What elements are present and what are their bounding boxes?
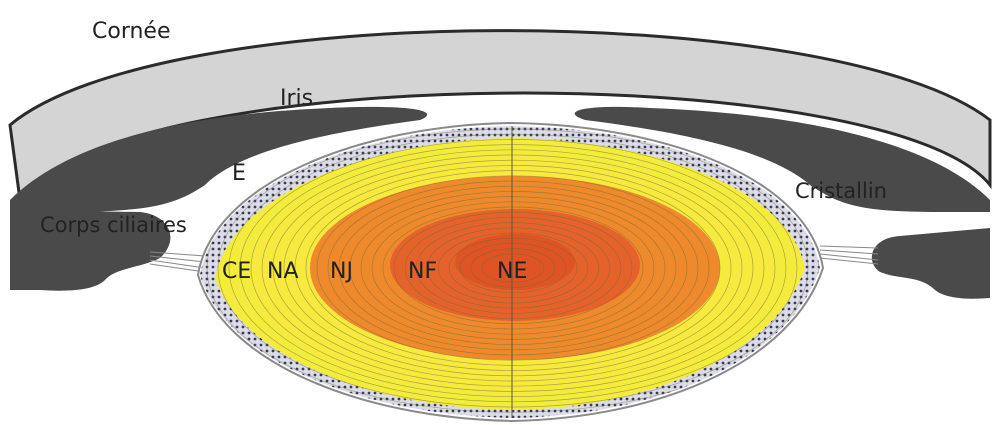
iris-right [574, 106, 990, 212]
label-cortex: CE [222, 259, 251, 284]
lens-fiber-ring [360, 196, 666, 340]
lens-fiber-ring [217, 128, 809, 408]
label-juvenile-nucleus: NJ [330, 259, 353, 284]
lens-fiber-ring [250, 144, 776, 392]
lens-fiber-ring [261, 149, 765, 387]
lens-fiber-ring [437, 232, 589, 304]
lens-fiber-ring [228, 133, 798, 403]
label-lens: Cristallin [795, 179, 887, 203]
lens-fiber-ring [470, 248, 556, 288]
ciliary-body-left [10, 210, 206, 291]
lens-fiber-ring [448, 237, 578, 299]
label-epithelium: E [232, 161, 246, 186]
ciliary-body-right [819, 228, 990, 299]
lens-fiber-ring [239, 139, 787, 397]
lens-fiber-ring [382, 206, 644, 330]
lens-fibers [206, 126, 820, 413]
lens-fiber-ring [283, 159, 743, 377]
lens-fiber-ring [393, 211, 633, 325]
label-iris: Iris [280, 86, 313, 111]
lens-fiber-ring [206, 126, 820, 413]
cornea [8, 29, 992, 204]
lens [196, 121, 825, 423]
lens-fiber-ring [272, 154, 754, 382]
label-ciliary-bodies: Corps ciliaires [40, 213, 187, 237]
lens-fiber-ring [371, 201, 655, 335]
lens-fiber-ring [459, 243, 567, 293]
lens-fiber-ring [481, 253, 545, 283]
lens-fiber-ring [338, 185, 688, 351]
zonule-fibers-right [819, 245, 879, 265]
lens-fiber-ring [426, 227, 600, 309]
label-cornea: Cornée [92, 19, 171, 44]
lens-fiber-ring [415, 222, 611, 314]
label-embryonic-nucleus: NE [497, 259, 527, 284]
label-adult-nucleus: NA [267, 259, 299, 284]
zonule-fibers-left [149, 251, 206, 273]
lens-fiber-ring [294, 165, 732, 371]
lens-fiber-ring [349, 191, 677, 345]
lens-fiber-ring [404, 217, 622, 319]
lens-fiber-ring [327, 180, 699, 356]
label-fetal-nucleus: NF [408, 259, 437, 284]
lens-fiber-ring [305, 170, 721, 366]
lens-fiber-ring [316, 175, 710, 361]
iris-left [10, 106, 428, 212]
